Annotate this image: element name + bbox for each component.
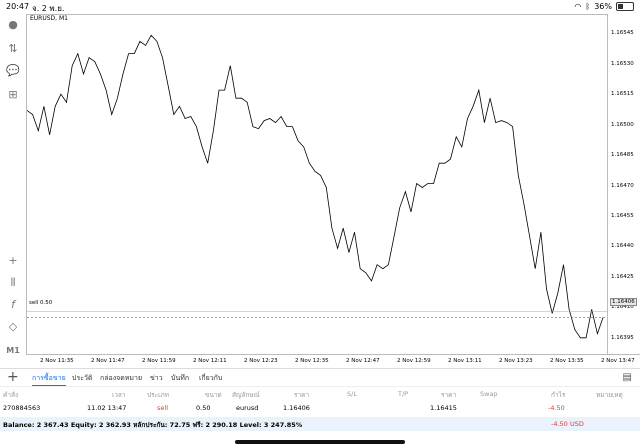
- balance-text: Balance: 2 367.43 Equity: 2 362.93 หลักป…: [3, 421, 303, 429]
- chat-icon[interactable]: 💬: [6, 64, 20, 77]
- x-tick-label: 2 Nov 12:11: [193, 358, 227, 364]
- y-tick-label: 1.16485: [611, 152, 634, 159]
- calculator-icon[interactable]: ▤: [622, 372, 632, 383]
- header-order: คำสั่ง: [3, 391, 19, 399]
- left-toolbar: ● ⇅ 💬 ⊞ + ⫴ f ◇ M1: [0, 14, 26, 366]
- x-tick-label: 2 Nov 12:23: [244, 358, 278, 364]
- x-tick-label: 2 Nov 13:47: [601, 358, 635, 364]
- add-icon[interactable]: +: [7, 369, 19, 385]
- status-time: 20:47: [6, 2, 30, 11]
- order-row[interactable]: 270884563 11.02 13:47 sell 0.50 eurusd 1…: [0, 400, 640, 416]
- order-time: 11.02 13:47: [87, 404, 127, 412]
- chart-type-icon[interactable]: ⫴: [10, 276, 16, 289]
- battery-percent: 36%: [594, 2, 612, 11]
- order-id: 270884563: [3, 404, 41, 412]
- home-indicator[interactable]: [235, 440, 405, 444]
- x-tick-label: 2 Nov 11:35: [40, 358, 74, 364]
- y-tick-label: 1.16455: [611, 212, 634, 219]
- y-tick-label: 1.16425: [611, 273, 634, 280]
- current-price-box: 1.16406: [610, 298, 637, 306]
- y-tick-label: 1.16410: [611, 304, 634, 311]
- chart-symbol: EURUSD, M1: [30, 15, 68, 22]
- tab-history[interactable]: ประวัติ: [72, 374, 93, 382]
- wifi-icon: ◠: [574, 2, 582, 11]
- header-sl: S/L: [347, 390, 357, 398]
- order-open-price: 1.16406: [283, 404, 310, 412]
- balance-bar: Balance: 2 367.43 Equity: 2 362.93 หลักป…: [0, 417, 640, 431]
- order-type: sell: [157, 404, 168, 412]
- header-time: เวลา: [112, 391, 126, 399]
- y-tick-label: 1.16395: [611, 334, 634, 341]
- header-swap: Swap: [480, 390, 498, 398]
- header-comment: หมายเหตุ: [596, 391, 623, 399]
- y-tick-label: 1.16500: [611, 121, 634, 128]
- x-tick-label: 2 Nov 12:59: [397, 358, 431, 364]
- header-profit: กำไร: [551, 391, 566, 399]
- order-symbol: eurusd: [236, 404, 259, 412]
- tab-about[interactable]: เกี่ยวกับ: [199, 374, 223, 382]
- status-date: จ. 2 พ.ย.: [32, 4, 65, 13]
- x-tick-label: 2 Nov 13:11: [448, 358, 482, 364]
- total-profit: -4.50: [551, 420, 568, 428]
- profit-currency: USD: [570, 420, 584, 428]
- status-right: ◠ ᛒ 36%: [574, 2, 634, 11]
- y-tick-label: 1.16440: [611, 243, 634, 250]
- tab-mailbox[interactable]: กล่องจดหมาย: [100, 374, 143, 382]
- header-type: ประเภท: [147, 391, 169, 399]
- price-chart[interactable]: [26, 14, 608, 354]
- x-tick-label: 2 Nov 12:35: [295, 358, 329, 364]
- x-axis: 2 Nov 11:35 2 Nov 11:47 2 Nov 11:59 2 Nov 1…: [26, 354, 640, 369]
- tab-trade[interactable]: การซื้อขาย: [32, 373, 66, 387]
- y-tick-label: 1.16545: [611, 30, 634, 37]
- x-tick-label: 2 Nov 13:23: [499, 358, 533, 364]
- header-size: ขนาด: [205, 391, 222, 399]
- header-symbol: สัญลักษณ์: [232, 391, 260, 399]
- sell-order-label: sell 0.50: [29, 300, 53, 306]
- y-tick-label: 1.16470: [611, 182, 634, 189]
- header-price: ราคา: [294, 391, 310, 399]
- indicators-icon[interactable]: f: [11, 298, 15, 311]
- chart-svg: [27, 34, 607, 339]
- tab-journal[interactable]: บันทึก: [171, 374, 190, 382]
- account-icon[interactable]: ●: [8, 18, 18, 31]
- order-current-price: 1.16415: [430, 404, 457, 412]
- new-order-icon[interactable]: ⊞: [8, 88, 18, 101]
- header-tp: T/P: [398, 390, 409, 398]
- timeframe-m1[interactable]: M1: [6, 346, 20, 355]
- order-size: 0.50: [196, 404, 211, 412]
- orders-table-header: คำสั่ง เวลา ประเภท ขนาด สัญลักษณ์ ราคา S…: [0, 386, 640, 401]
- x-tick-label: 2 Nov 11:47: [91, 358, 125, 364]
- x-tick-label: 2 Nov 11:59: [142, 358, 176, 364]
- x-tick-label: 2 Nov 12:47: [346, 358, 380, 364]
- trade-icon[interactable]: ⇅: [8, 42, 18, 55]
- status-bar: 20:47 จ. 2 พ.ย. ◠ ᛒ 36%: [0, 0, 640, 14]
- y-tick-label: 1.16530: [611, 60, 634, 67]
- battery-icon: [616, 2, 634, 11]
- objects-icon[interactable]: ◇: [8, 320, 18, 333]
- crosshair-icon[interactable]: +: [8, 254, 18, 267]
- y-axis: 1.16545 1.16530 1.16515 1.16500 1.16485 1.164…: [608, 14, 640, 354]
- bluetooth-icon: ᛒ: [585, 2, 591, 11]
- y-tick-label: 1.16515: [611, 91, 634, 98]
- header-current-price: ราคา: [441, 391, 457, 399]
- tab-news[interactable]: ข่าว: [150, 374, 163, 382]
- price-line: [27, 34, 604, 339]
- terminal-tabs: + การซื้อขาย ประวัติ กล่องจดหมาย ข่าว บั…: [0, 368, 640, 387]
- x-tick-label: 2 Nov 13:35: [550, 358, 584, 364]
- order-profit: -4.50: [548, 404, 565, 412]
